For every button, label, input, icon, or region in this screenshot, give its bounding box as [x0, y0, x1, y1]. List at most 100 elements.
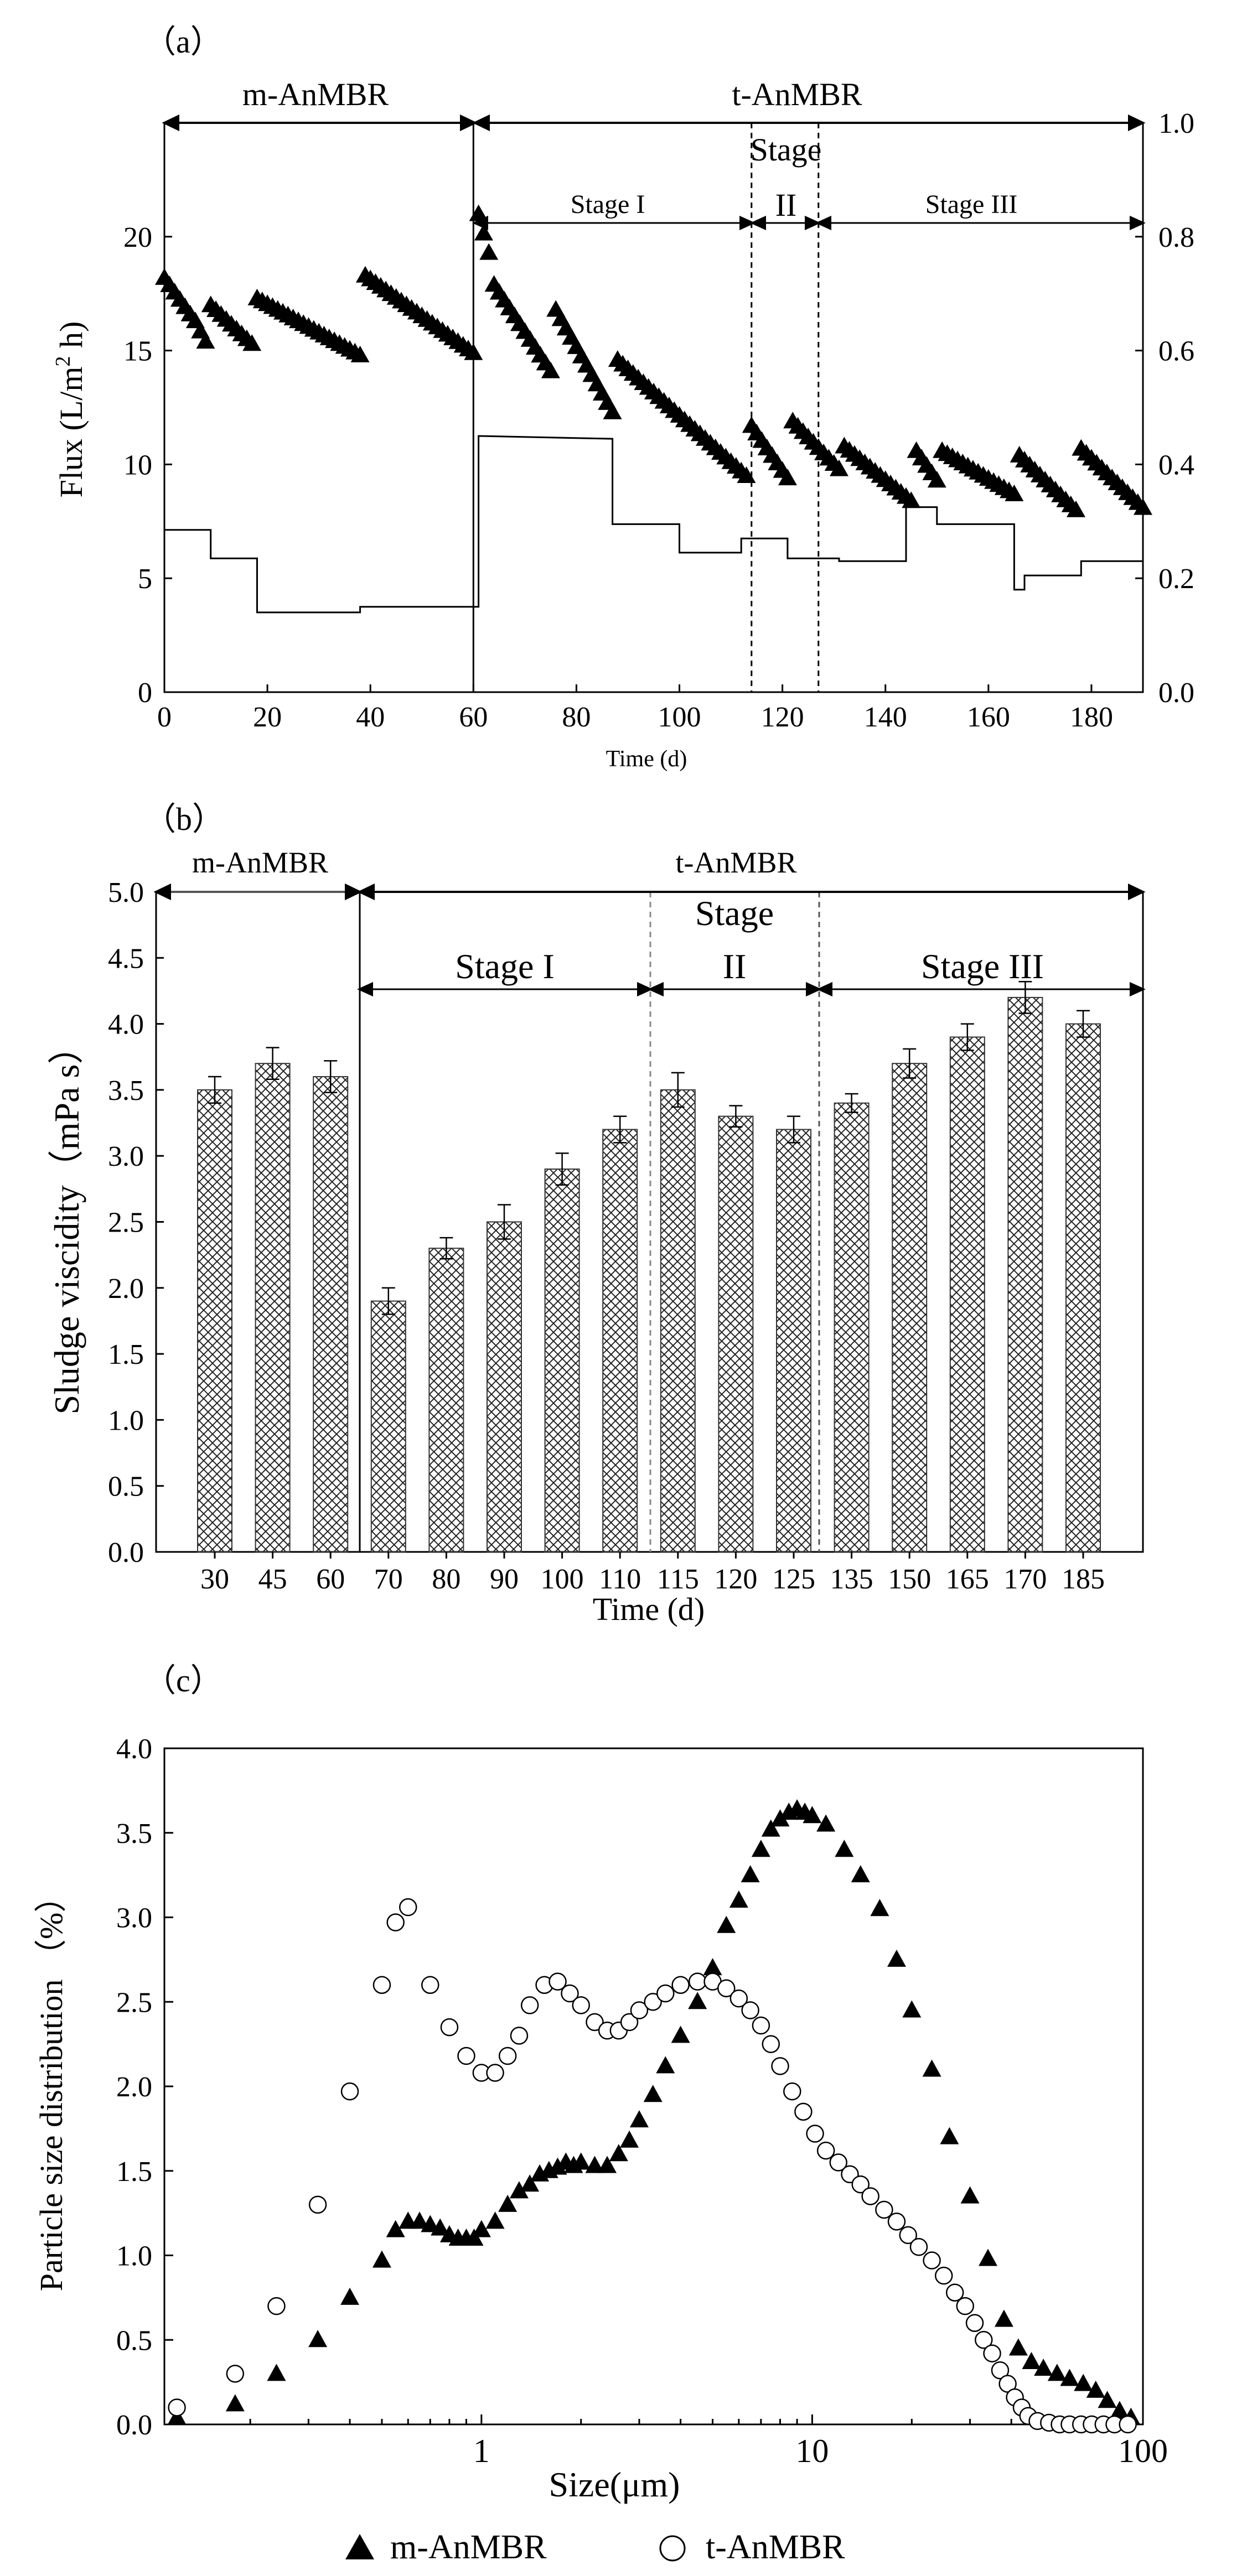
x-tick-label: 170 [1003, 1564, 1047, 1595]
viscosity-bar [197, 1089, 232, 1552]
flux-triangle-point [1005, 484, 1024, 501]
x-tick-label: 70 [374, 1564, 403, 1595]
panel-b-bars [197, 980, 1101, 1553]
panel-c-y-title: Particle size distribution （%） [33, 1881, 69, 2292]
flux-triangle-point [479, 243, 499, 260]
m-anmbr-point [225, 2394, 245, 2412]
y2-tick-label: 0.4 [1158, 449, 1194, 481]
viscosity-bar [718, 1115, 754, 1552]
flux-triangle-point [474, 224, 493, 241]
panel-a-y-axis: 0 5 10 15 20 [123, 222, 172, 709]
panel-a-y2-axis: 0.0 0.2 0.4 0.6 0.8 1.0 [1135, 108, 1194, 709]
y-tick-label: 1.5 [108, 1339, 144, 1370]
y-tick-label: 5.0 [108, 877, 144, 908]
panel-c-y-axis: 0.0 0.5 1.0 1.5 2.0 2.5 3.0 3.5 4.0 [116, 1733, 173, 2441]
y-tick-label: 2.5 [108, 1207, 144, 1239]
x-tick-label: 180 [1070, 702, 1113, 733]
viscosity-bar [1065, 1023, 1101, 1552]
y-tick-label: 3.5 [116, 1818, 152, 1850]
panel-a-label-stage3: Stage III [925, 190, 1018, 219]
y-tick-label: 10 [123, 449, 152, 481]
m-anmbr-point [1110, 2401, 1129, 2418]
y2-tick-label: 0.6 [1158, 336, 1194, 367]
m-anmbr-point [717, 1915, 736, 1933]
panel-c-legend: m-AnMBR t-AnMBR [345, 2528, 845, 2566]
t-anmbr-point [386, 1913, 405, 1931]
legend-circle-marker [659, 2535, 686, 2562]
flux-triangle-point [603, 402, 622, 419]
x-tick-label: 110 [599, 1564, 641, 1595]
m-anmbr-point [509, 2181, 529, 2199]
x-tick-label: 10 [795, 2433, 829, 2469]
flux-triangle-point [541, 361, 560, 378]
y-tick-label: 0 [138, 677, 152, 709]
t-anmbr-point [909, 2237, 928, 2256]
x-tick-label: 100 [541, 1564, 584, 1595]
m-anmbr-point [620, 2130, 639, 2148]
panel-c-label: （c） [144, 1663, 223, 1699]
viscosity-bar [487, 1221, 522, 1552]
m-anmbr-point [770, 1809, 790, 1827]
x-tick-label: 100 [658, 702, 701, 733]
m-anmbr-point [940, 2127, 959, 2144]
t-anmbr-point [688, 1972, 707, 1991]
t-anmbr-point [1119, 2415, 1137, 2434]
panel-c-series-t-anmbr [168, 1898, 1137, 2434]
t-anmbr-point [399, 1898, 417, 1917]
m-anmbr-point [431, 2218, 450, 2236]
y-tick-label: 4.0 [108, 1009, 144, 1041]
panel-a-label-stage2-bottom: II [775, 187, 797, 223]
viscosity-bar [660, 1089, 696, 1552]
y-tick-label: 2.0 [116, 2071, 152, 2103]
m-anmbr-point [609, 2144, 628, 2162]
t-anmbr-point [956, 2297, 974, 2315]
x-tick-label: 120 [761, 702, 804, 733]
m-anmbr-point [994, 2309, 1013, 2327]
panel-a-x-axis: 0 20 40 60 80 100 120 140 160 180 [157, 684, 1113, 733]
t-anmbr-point [752, 2016, 770, 2035]
flux-triangle-point [469, 204, 488, 221]
x-tick-label: 120 [714, 1564, 757, 1595]
t-anmbr-point [644, 1993, 662, 2011]
x-tick-label: 30 [200, 1564, 229, 1595]
x-tick-label: 90 [490, 1564, 519, 1595]
secondary-step-line [164, 435, 1143, 614]
x-tick-label: 125 [772, 1564, 815, 1595]
y-tick-label: 1.5 [116, 2156, 152, 2188]
x-tick-label: 40 [356, 702, 385, 733]
y2-tick-label: 1.0 [1158, 108, 1194, 139]
t-anmbr-point [267, 2297, 286, 2315]
x-tick-label: 135 [830, 1564, 873, 1595]
t-anmbr-point [783, 2082, 801, 2101]
flux-triangle-point [1067, 500, 1086, 517]
y-tick-label: 20 [123, 222, 152, 253]
panel-a-label-stage2-top: Stage [751, 132, 822, 168]
t-anmbr-point [630, 2001, 649, 2019]
t-anmbr-point [729, 1989, 748, 2008]
panel-b-x-axis: 30 45 60 70 80 90 100 110 115 120 125 135 150 165 170 1… [200, 1552, 1105, 1595]
viscosity-bar [892, 1063, 928, 1553]
y2-tick-label: 0.0 [1158, 677, 1194, 709]
t-anmbr-point [887, 2213, 906, 2231]
t-anmbr-point [934, 2266, 953, 2285]
m-anmbr-point [340, 2287, 360, 2305]
x-tick-label: 1 [473, 2433, 490, 2469]
m-anmbr-point [267, 2364, 286, 2381]
m-anmbr-point [421, 2215, 440, 2232]
viscosity-bar [313, 1076, 349, 1553]
m-anmbr-point [887, 1949, 906, 1967]
y-tick-label: 4.5 [108, 943, 144, 974]
t-anmbr-point [741, 2001, 759, 2019]
flux-triangle-point [829, 459, 848, 476]
panel-a-region-lines [472, 123, 820, 692]
panel-b-label-stage1: Stage I [455, 947, 555, 986]
viscosity-bar [544, 1168, 580, 1553]
panel-a-label: （a） [144, 24, 223, 60]
m-anmbr-point [410, 2211, 430, 2229]
x-tick-label: 100 [1118, 2433, 1168, 2469]
m-anmbr-point [643, 2085, 663, 2102]
x-tick-label: 185 [1062, 1564, 1105, 1595]
m-anmbr-point [761, 1819, 780, 1837]
m-anmbr-point [1098, 2391, 1117, 2408]
m-anmbr-point [751, 1840, 770, 1857]
